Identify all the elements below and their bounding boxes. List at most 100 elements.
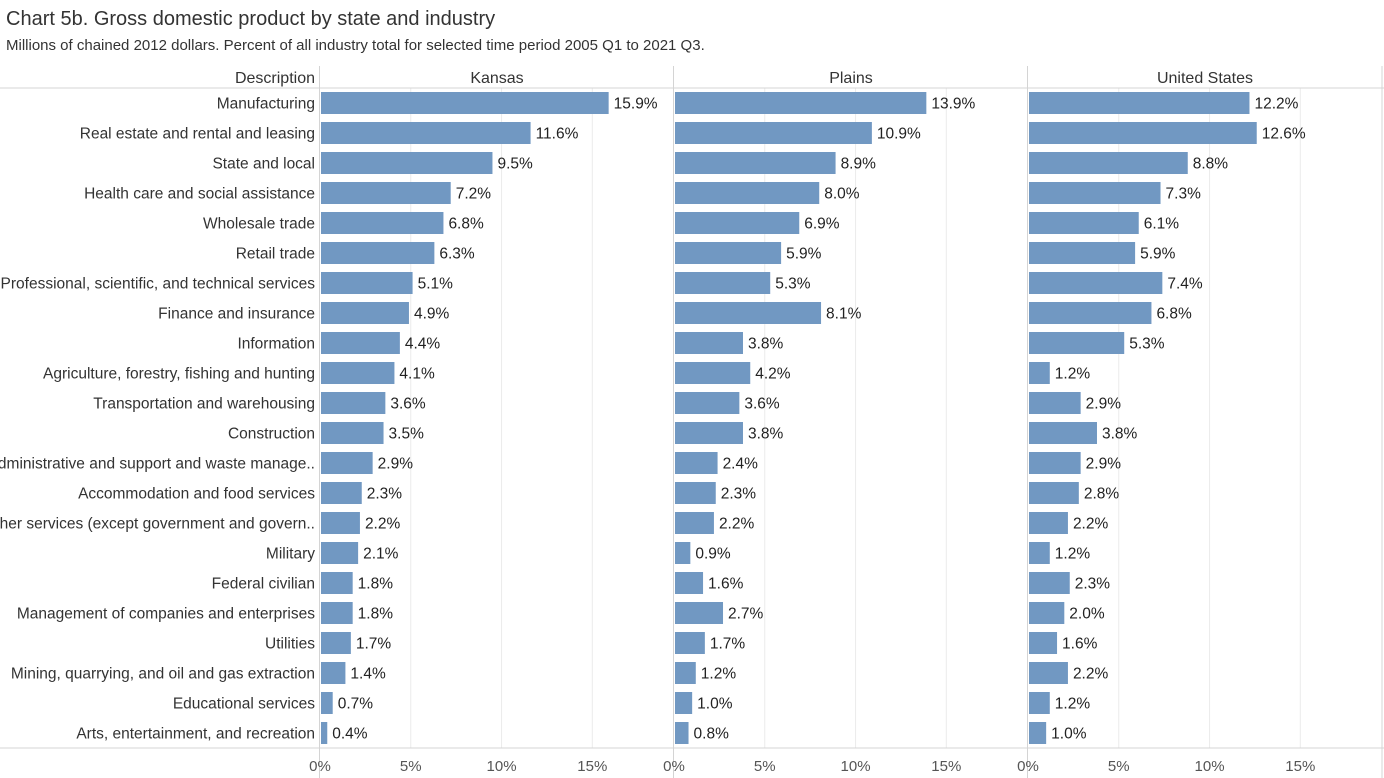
bar-united-states [1029,542,1050,564]
data-label: 12.6% [1262,126,1306,143]
bar-kansas [321,92,609,114]
bar-kansas [321,512,360,534]
bar-plains [675,362,751,384]
bar-kansas [321,332,400,354]
data-label: 7.4% [1167,276,1203,293]
x-tick-label: 15% [577,758,607,775]
data-label: 12.2% [1254,96,1298,113]
data-label: 1.2% [1055,366,1091,383]
data-label: 5.3% [775,276,811,293]
category-label: Arts, entertainment, and recreation [76,726,315,743]
data-label: 6.8% [1156,306,1192,323]
data-label: 1.2% [1055,696,1091,713]
data-label: 7.2% [456,186,492,203]
data-label: 13.9% [931,96,975,113]
bar-united-states [1029,152,1188,174]
x-tick-label: 5% [400,758,422,775]
data-label: 5.9% [1140,246,1176,263]
bar-kansas [321,422,384,444]
bar-plains [675,152,836,174]
bar-kansas [321,572,353,594]
panel-header-kansas: Kansas [470,70,523,87]
bar-united-states [1029,512,1068,534]
bar-kansas [321,272,413,294]
data-label: 2.9% [1086,456,1122,473]
bar-united-states [1029,362,1050,384]
bar-united-states [1029,242,1136,264]
bar-plains [675,272,771,294]
data-label: 4.2% [755,366,791,383]
data-label: 8.0% [824,186,860,203]
data-label: 1.6% [708,576,744,593]
data-label: 2.2% [365,516,401,533]
x-tick-label: 0% [309,758,331,775]
bar-united-states [1029,722,1047,744]
bar-kansas [321,482,362,504]
bar-plains [675,662,696,684]
data-label: 3.5% [389,426,425,443]
bar-plains [675,602,724,624]
data-label: 3.8% [748,336,784,353]
x-tick-label: 10% [1195,758,1225,775]
category-label: Real estate and rental and leasing [80,126,315,143]
data-label: 2.9% [378,456,414,473]
bar-kansas [321,152,493,174]
data-label: 1.4% [350,666,386,683]
data-label: 6.1% [1144,216,1180,233]
data-label: 3.6% [390,396,426,413]
category-label: Educational services [173,696,315,713]
bar-united-states [1029,692,1050,714]
bar-kansas [321,452,373,474]
bar-united-states [1029,422,1097,444]
data-label: 5.1% [418,276,454,293]
bar-united-states [1029,302,1152,324]
x-tick-label: 5% [754,758,776,775]
category-label: Accommodation and food services [78,486,315,503]
bar-kansas [321,632,351,654]
bar-united-states [1029,632,1058,654]
bar-kansas [321,722,328,744]
data-label: 8.8% [1193,156,1229,173]
data-label: 9.5% [497,156,533,173]
data-label: 2.3% [1075,576,1111,593]
chart-title: Chart 5b. Gross domestic product by stat… [6,8,496,30]
row-header: Description [235,70,315,87]
bar-united-states [1029,602,1065,624]
bar-kansas [321,122,531,144]
data-label: 6.9% [804,216,840,233]
data-label: 1.2% [701,666,737,683]
category-label: Professional, scientific, and technical … [1,276,316,293]
bar-united-states [1029,662,1068,684]
data-label: 4.4% [405,336,441,353]
x-tick-label: 10% [841,758,871,775]
bar-plains [675,392,740,414]
bar-plains [675,302,822,324]
category-label: Other services (except government and go… [0,516,315,533]
x-tick-label: 15% [1285,758,1315,775]
data-label: 1.6% [1062,636,1098,653]
category-label: Construction [228,426,315,443]
bar-united-states [1029,92,1250,114]
category-label: Health care and social assistance [84,186,315,203]
data-label: 2.2% [1073,516,1109,533]
bar-plains [675,422,743,444]
data-label: 6.8% [448,216,484,233]
category-label: Military [266,546,315,563]
bar-kansas [321,692,333,714]
data-label: 15.9% [614,96,658,113]
data-label: 5.3% [1129,336,1165,353]
bar-plains [675,542,691,564]
bar-kansas [321,182,451,204]
bar-kansas [321,212,444,234]
data-label: 1.8% [358,576,394,593]
panel-header-plains: Plains [829,70,873,87]
data-label: 1.8% [358,606,394,623]
data-label: 2.0% [1069,606,1105,623]
data-label: 0.8% [694,726,730,743]
category-label: Utilities [265,636,315,653]
category-label: Finance and insurance [158,306,315,323]
panel-header-united-states: United States [1157,70,1253,87]
bar-plains [675,182,820,204]
bar-plains [675,242,782,264]
